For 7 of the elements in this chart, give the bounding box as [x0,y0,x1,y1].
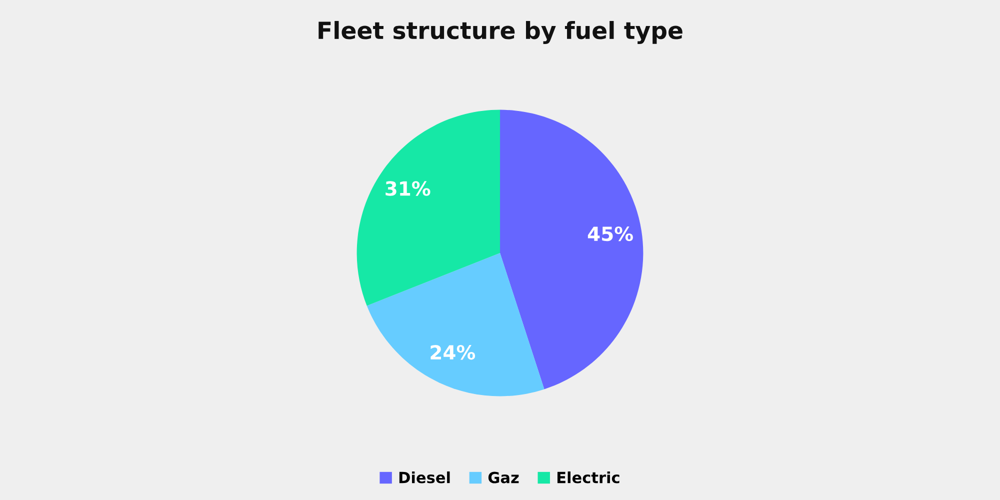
legend-label: Diesel [399,471,450,484]
chart-title: Fleet structure by fuel type [318,20,682,44]
legend-label: Electric [557,471,620,484]
data-label: 31% [386,181,430,196]
data-label: 45% [588,226,633,242]
data-label: 24% [430,345,476,360]
legend-label: Gaz [488,472,519,484]
